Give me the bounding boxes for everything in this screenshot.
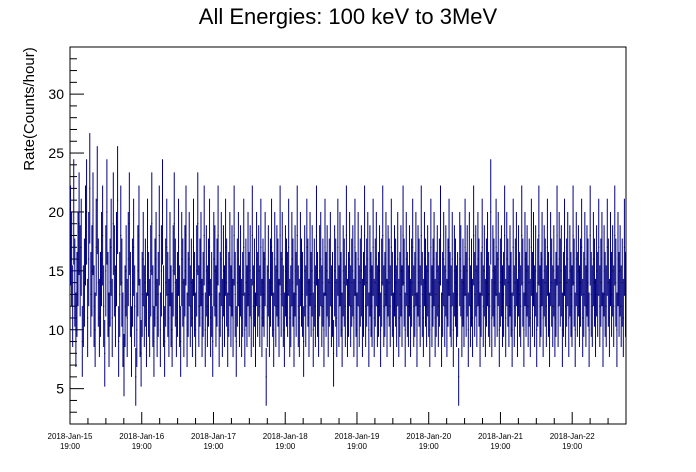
data-points <box>70 133 626 406</box>
y-tick-label: 15 <box>48 263 64 279</box>
x-tick-label-time: 19:00 <box>203 442 224 451</box>
y-tick-label: 10 <box>48 322 64 338</box>
x-tick-label-time: 19:00 <box>275 442 296 451</box>
x-tick-label-date: 2018-Jan-17 <box>191 432 236 441</box>
x-tick-label-time: 19:00 <box>562 442 583 451</box>
y-tick-label: 5 <box>56 381 64 397</box>
x-tick-label-time: 19:00 <box>132 442 153 451</box>
x-axis: 2018-Jan-1519:002018-Jan-1619:002018-Jan… <box>48 412 627 451</box>
plot-frame <box>69 46 627 425</box>
x-tick-label-date: 2018-Jan-19 <box>335 432 380 441</box>
y-tick-label: 25 <box>48 145 64 161</box>
x-tick-label-date: 2018-Jan-21 <box>478 432 523 441</box>
x-tick-label-date: 2018-Jan-16 <box>119 432 164 441</box>
x-tick-label-time: 19:00 <box>347 442 368 451</box>
x-tick-label-time: 19:00 <box>419 442 440 451</box>
x-tick-label-date: 2018-Jan-15 <box>48 432 93 441</box>
y-tick-label: 20 <box>48 204 64 220</box>
x-tick-label-date: 2018-Jan-20 <box>406 432 451 441</box>
x-tick-label-time: 19:00 <box>490 442 511 451</box>
x-tick-label-date: 2018-Jan-22 <box>550 432 595 441</box>
y-tick-label: 30 <box>48 86 64 102</box>
y-axis-label: Rate(Counts/hour) <box>21 47 38 170</box>
chart-title: All Energies: 100 keV to 3MeV <box>199 4 498 29</box>
x-tick-label-time: 19:00 <box>60 442 81 451</box>
x-tick-label-date: 2018-Jan-18 <box>263 432 308 441</box>
